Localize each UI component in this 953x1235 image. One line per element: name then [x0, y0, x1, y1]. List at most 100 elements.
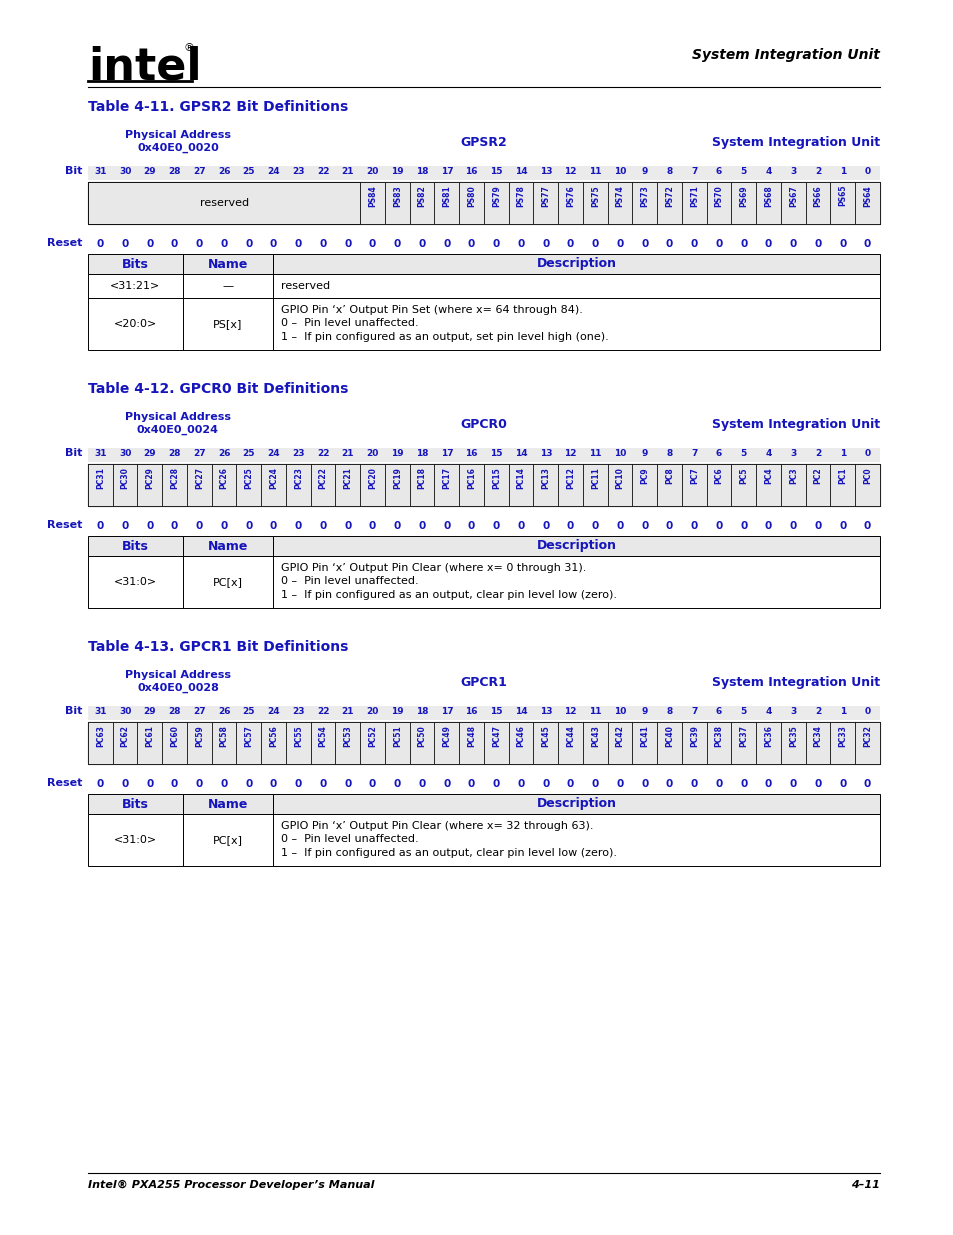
Text: 0: 0 — [294, 779, 302, 789]
Bar — [681, 182, 706, 224]
Text: 0: 0 — [270, 240, 277, 249]
Text: PC31: PC31 — [95, 467, 105, 489]
Text: PC60: PC60 — [170, 725, 179, 747]
Text: 0: 0 — [665, 779, 673, 789]
Bar — [434, 464, 458, 506]
Text: 14: 14 — [515, 450, 527, 458]
Text: PC18: PC18 — [417, 467, 426, 489]
Text: PC30: PC30 — [120, 467, 130, 489]
Bar — [410, 722, 434, 764]
Bar — [805, 182, 830, 224]
Text: 25: 25 — [242, 450, 254, 458]
Bar — [183, 274, 273, 298]
Text: 0x40E0_0028: 0x40E0_0028 — [137, 683, 218, 693]
Text: Table 4-12. GPCR0 Bit Definitions: Table 4-12. GPCR0 Bit Definitions — [88, 382, 348, 396]
Text: 20: 20 — [366, 450, 378, 458]
Text: 22: 22 — [316, 706, 329, 716]
Text: 13: 13 — [539, 706, 552, 716]
Text: <31:0>: <31:0> — [113, 577, 157, 587]
Text: 0: 0 — [863, 167, 870, 177]
Text: 0: 0 — [394, 521, 400, 531]
Text: PC62: PC62 — [120, 725, 130, 747]
Text: PS76: PS76 — [565, 185, 575, 206]
Text: 0: 0 — [814, 240, 821, 249]
Text: 17: 17 — [440, 450, 453, 458]
Text: 0: 0 — [195, 779, 203, 789]
Bar — [162, 722, 187, 764]
Text: 27: 27 — [193, 167, 206, 177]
Text: 0: 0 — [789, 779, 796, 789]
Text: 24: 24 — [267, 706, 279, 716]
Text: 0: 0 — [665, 240, 673, 249]
Bar — [582, 182, 607, 224]
Bar — [187, 722, 212, 764]
Bar — [311, 722, 335, 764]
Text: PC49: PC49 — [442, 725, 451, 747]
Text: PC20: PC20 — [368, 467, 376, 489]
Text: PS80: PS80 — [467, 185, 476, 206]
Text: PC63: PC63 — [95, 725, 105, 747]
Text: GPSR2: GPSR2 — [460, 136, 507, 149]
Text: PC61: PC61 — [145, 725, 154, 747]
Text: intel: intel — [88, 44, 201, 88]
Text: 0: 0 — [294, 240, 302, 249]
Text: PC25: PC25 — [244, 467, 253, 489]
Text: 0: 0 — [443, 521, 450, 531]
Text: Bits: Bits — [122, 258, 149, 270]
Text: 0: 0 — [146, 779, 153, 789]
Bar — [273, 814, 879, 866]
Text: PC41: PC41 — [639, 725, 649, 747]
Text: 0: 0 — [270, 779, 277, 789]
Text: 0: 0 — [789, 240, 796, 249]
Text: 0: 0 — [863, 779, 870, 789]
Text: 24: 24 — [267, 167, 279, 177]
Text: 0: 0 — [493, 779, 499, 789]
Text: PC14: PC14 — [517, 467, 525, 489]
Text: 0: 0 — [220, 521, 228, 531]
Text: 1: 1 — [839, 450, 845, 458]
Text: 0: 0 — [690, 779, 698, 789]
Text: 0: 0 — [96, 521, 104, 531]
Text: 0: 0 — [468, 521, 475, 531]
Text: 0: 0 — [863, 450, 870, 458]
Text: 0: 0 — [541, 240, 549, 249]
Text: PS64: PS64 — [862, 185, 871, 206]
Text: PC22: PC22 — [318, 467, 327, 489]
Text: PS75: PS75 — [590, 185, 599, 206]
Bar — [88, 182, 879, 224]
Text: PC7: PC7 — [689, 467, 699, 484]
Text: PS78: PS78 — [517, 185, 525, 207]
Bar — [434, 182, 458, 224]
Bar — [632, 182, 657, 224]
Bar — [854, 722, 879, 764]
Text: Name: Name — [208, 540, 248, 552]
Bar — [508, 182, 533, 224]
Bar — [273, 794, 879, 814]
Text: 0: 0 — [468, 779, 475, 789]
Bar — [88, 536, 183, 556]
Text: PC19: PC19 — [393, 467, 401, 489]
Bar — [261, 464, 286, 506]
Text: PS83: PS83 — [393, 185, 401, 206]
Text: 13: 13 — [539, 167, 552, 177]
Text: 30: 30 — [119, 450, 132, 458]
Text: PC3: PC3 — [788, 467, 797, 484]
Text: PC32: PC32 — [862, 725, 871, 747]
Bar — [533, 182, 558, 224]
Text: 20: 20 — [366, 167, 378, 177]
Text: 26: 26 — [217, 706, 230, 716]
Text: GPCR0: GPCR0 — [460, 417, 507, 431]
Text: PS77: PS77 — [540, 185, 550, 207]
Bar — [212, 464, 236, 506]
Text: PC10: PC10 — [615, 467, 624, 489]
Bar — [607, 722, 632, 764]
Text: 0: 0 — [245, 521, 253, 531]
Text: 0: 0 — [294, 521, 302, 531]
Text: 12: 12 — [564, 706, 577, 716]
Text: 0: 0 — [195, 240, 203, 249]
Text: 29: 29 — [143, 167, 156, 177]
Text: 0x40E0_0024: 0x40E0_0024 — [137, 425, 219, 435]
Bar — [483, 464, 508, 506]
Text: 0: 0 — [270, 521, 277, 531]
Text: PC50: PC50 — [417, 725, 426, 747]
